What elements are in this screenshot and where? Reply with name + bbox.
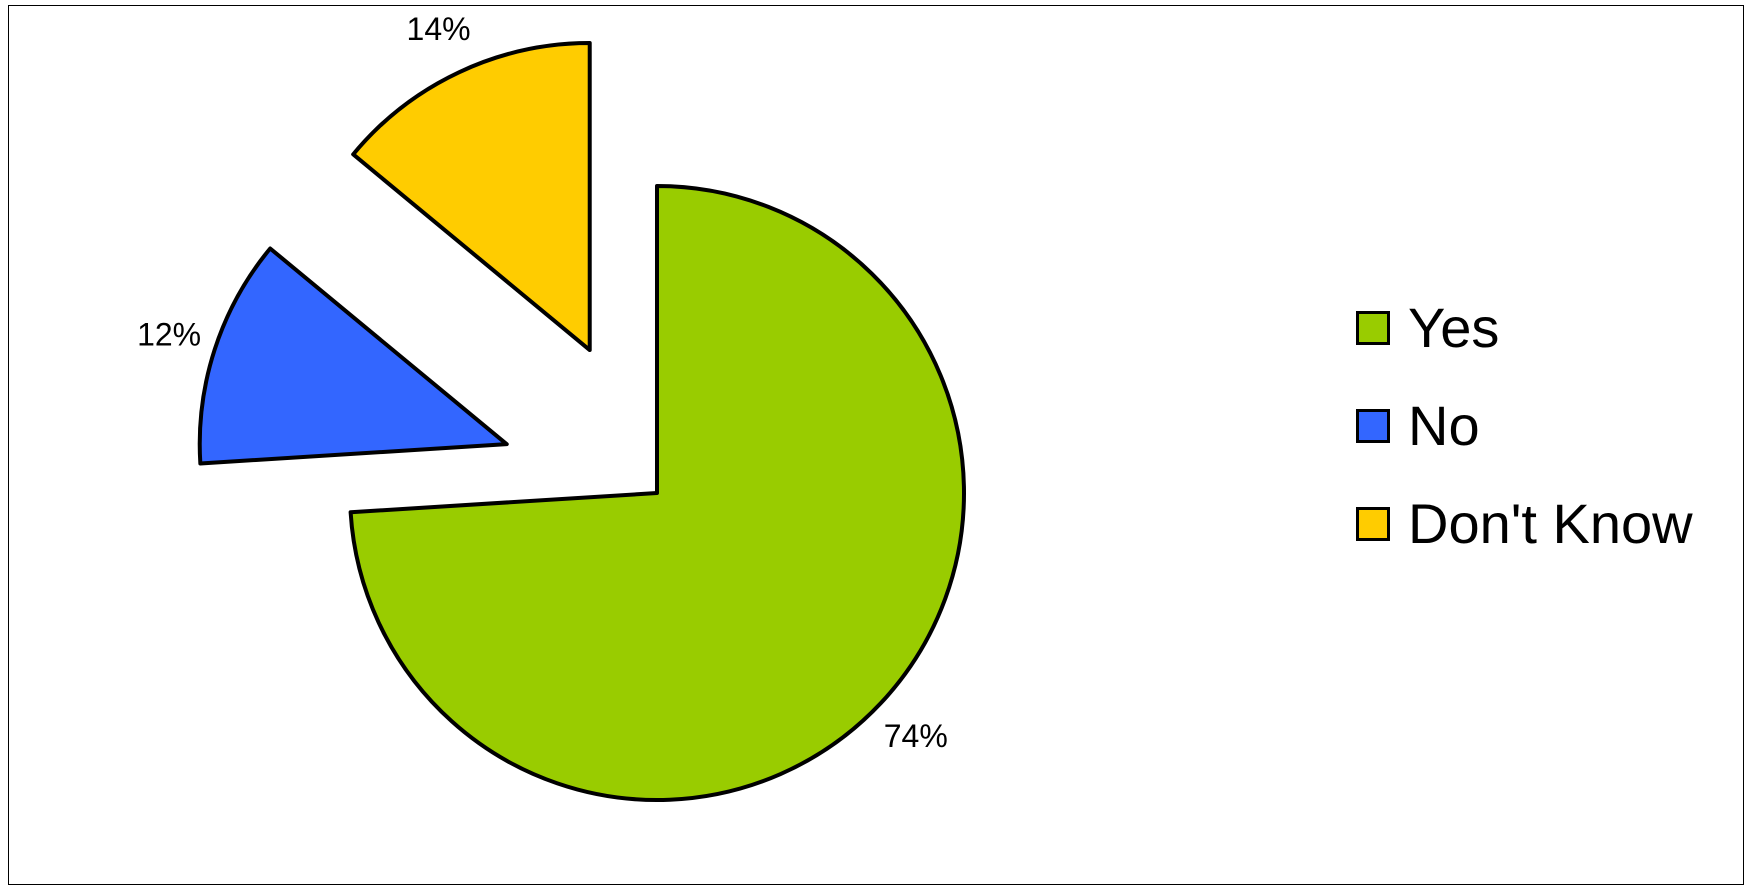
- legend-swatch-no: [1356, 409, 1390, 443]
- data-label-no: 12%: [137, 316, 201, 352]
- pie-slice-yes: [348, 184, 966, 802]
- legend-item-dont-know: Don't Know: [1356, 491, 1693, 557]
- pie-data-labels: 74% 12% 14%: [137, 11, 948, 754]
- legend-item-no: No: [1356, 393, 1693, 459]
- legend-swatch-yes: [1356, 311, 1390, 345]
- legend-label-no: No: [1408, 394, 1480, 457]
- pie-slice-no: [197, 246, 509, 466]
- legend-swatch-dont-know: [1356, 507, 1390, 541]
- pie-slice-dont-know: [351, 41, 592, 353]
- data-label-dont-know: 14%: [407, 11, 471, 47]
- chart-legend: Yes No Don't Know: [1356, 295, 1693, 589]
- legend-item-yes: Yes: [1356, 295, 1693, 361]
- legend-label-yes: Yes: [1408, 296, 1500, 359]
- pie-slices: [197, 41, 966, 802]
- data-label-yes: 74%: [884, 718, 948, 754]
- legend-label-dont-know: Don't Know: [1408, 492, 1693, 555]
